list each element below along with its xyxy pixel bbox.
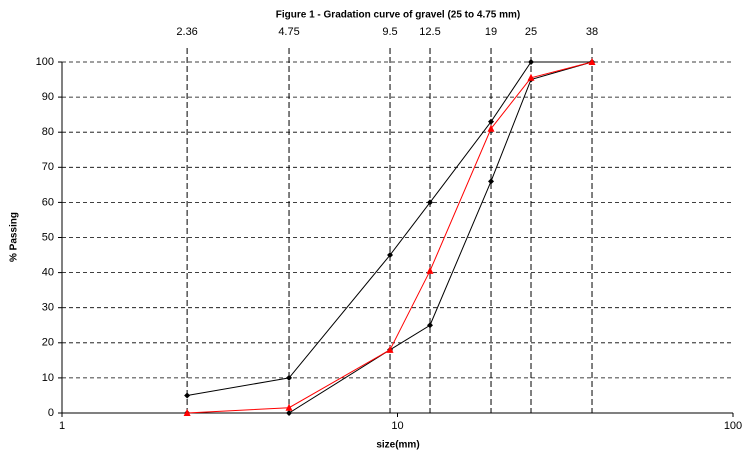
chart-title: Figure 1 - Gradation curve of gravel (25…: [276, 10, 521, 21]
y-tick-label: 10: [42, 372, 54, 384]
y-tick-label: 70: [42, 161, 54, 173]
reference-label: 38: [586, 26, 598, 38]
data-point: [183, 409, 191, 416]
y-tick-label: 20: [42, 337, 54, 349]
y-tick-label: 100: [36, 56, 54, 68]
data-point: [488, 178, 495, 185]
reference-label: 12.5: [419, 26, 440, 38]
data-point: [588, 58, 596, 65]
data-point: [527, 73, 535, 81]
data-point: [285, 403, 293, 411]
x-tick-label: 10: [391, 420, 403, 432]
y-tick-label: 30: [42, 302, 54, 314]
data-point: [386, 345, 394, 353]
y-tick-label: 60: [42, 196, 54, 208]
y-tick-label: 80: [42, 126, 54, 138]
data-point: [426, 266, 434, 274]
y-tick-label: 40: [42, 267, 54, 279]
data-point: [427, 199, 434, 206]
reference-label: 9.5: [382, 26, 397, 38]
data-point: [528, 59, 535, 65]
y-tick-label: 50: [42, 231, 54, 243]
data-point: [488, 118, 495, 125]
y-tick-label: 0: [48, 407, 54, 419]
data-point: [427, 322, 434, 329]
reference-label: 2.36: [176, 26, 197, 38]
data-point: [286, 374, 293, 381]
x-tick-label: 100: [724, 420, 742, 432]
x-tick-label: 1: [59, 420, 65, 432]
reference-label: 4.75: [278, 26, 299, 38]
data-point: [286, 410, 293, 416]
y-axis-title: % Passing: [9, 212, 20, 262]
data-point: [184, 392, 191, 399]
data-point: [487, 124, 495, 132]
x-axis-title: size(mm): [376, 440, 419, 451]
reference-label: 25: [525, 26, 537, 38]
reference-label: 19: [485, 26, 497, 38]
y-tick-label: 90: [42, 91, 54, 103]
data-point: [387, 252, 394, 259]
